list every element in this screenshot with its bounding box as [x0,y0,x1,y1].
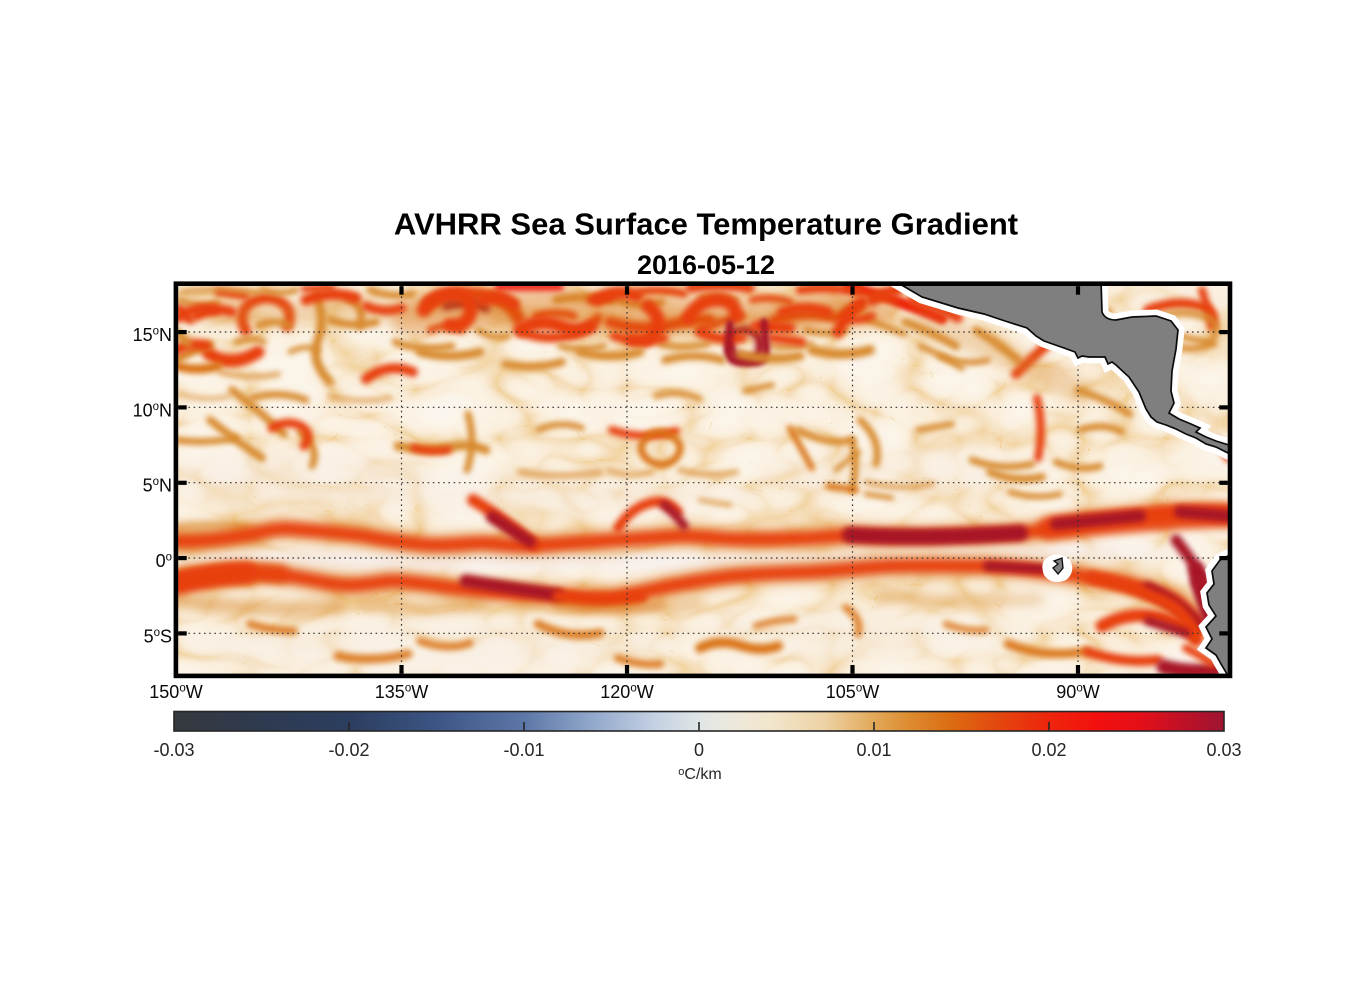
svg-text:2016-05-12: 2016-05-12 [637,250,775,280]
svg-text:AVHRR Sea Surface Temperature: AVHRR Sea Surface Temperature Gradient [394,207,1018,242]
svg-text:90oW: 90oW [1056,682,1099,702]
svg-text:-0.03: -0.03 [153,740,194,760]
svg-text:15oN: 15oN [133,325,172,345]
svg-text:150oW: 150oW [149,682,202,702]
svg-text:0.03: 0.03 [1206,740,1241,760]
svg-text:-0.02: -0.02 [328,740,369,760]
svg-text:5oN: 5oN [143,476,172,496]
svg-text:120oW: 120oW [600,682,653,702]
svg-text:0: 0 [694,740,704,760]
svg-text:oC/km: oC/km [678,766,721,783]
svg-text:135oW: 135oW [375,682,428,702]
svg-text:105oW: 105oW [826,682,879,702]
svg-text:0.02: 0.02 [1031,740,1066,760]
svg-text:-0.01: -0.01 [503,740,544,760]
svg-text:5oS: 5oS [144,626,172,646]
svg-text:10oN: 10oN [133,400,172,420]
svg-text:0.01: 0.01 [856,740,891,760]
svg-text:0o: 0o [156,551,172,571]
